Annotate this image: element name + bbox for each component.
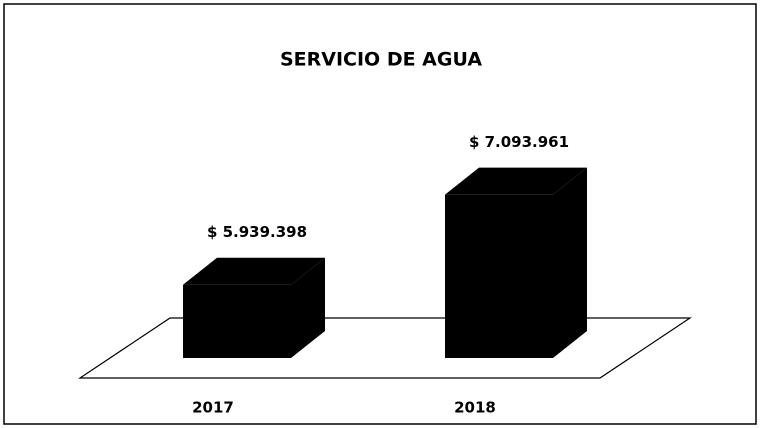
bar-front [445, 194, 553, 358]
chart-title: SERVICIO DE AGUA [280, 49, 482, 71]
bar-top [445, 167, 587, 195]
bar-side [291, 257, 325, 358]
x-tick-label: 2017 [192, 399, 234, 417]
bar-side [553, 167, 587, 358]
bar-front [183, 284, 291, 358]
floor [78, 317, 692, 379]
value-label: $ 5.939.398 [207, 223, 307, 241]
bar-top [183, 257, 325, 285]
x-tick-label: 2018 [454, 399, 496, 417]
value-label: $ 7.093.961 [469, 133, 569, 151]
